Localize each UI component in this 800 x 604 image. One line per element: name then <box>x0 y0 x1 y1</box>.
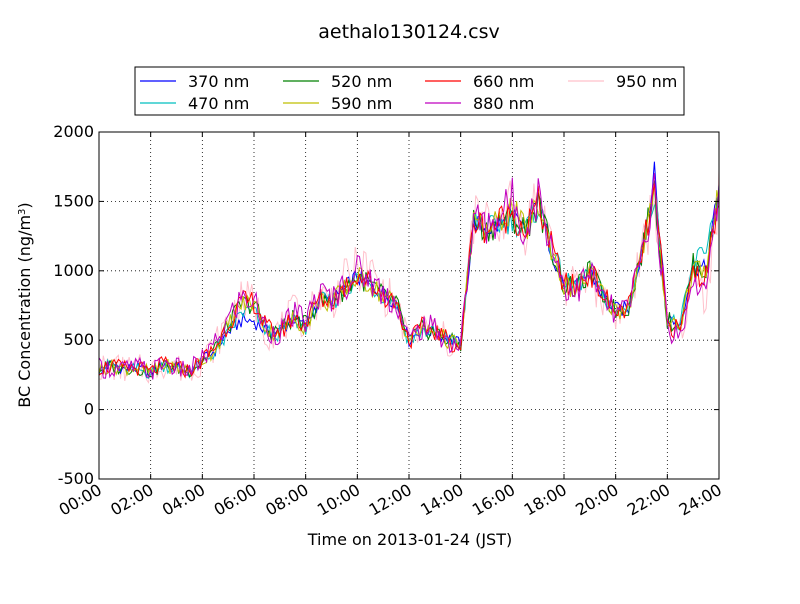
legend-item: 590 nm <box>283 94 392 113</box>
data-series <box>99 161 719 384</box>
legend-item: 660 nm <box>425 72 534 91</box>
legend-item: 520 nm <box>283 72 392 91</box>
legend-box <box>134 66 685 116</box>
legend-label: 880 nm <box>473 94 534 113</box>
legend-label: 950 nm <box>616 72 677 91</box>
legend: 370 nm 470 nm 520 nm 590 nm 660 nm 880 nm 950 … <box>134 66 685 116</box>
legend-item: 880 nm <box>425 94 534 113</box>
y-tick-label: 500 <box>63 330 94 349</box>
y-tick-label: 0 <box>84 400 94 419</box>
legend-label: 370 nm <box>188 72 249 91</box>
legend-item: 950 nm <box>568 72 677 91</box>
y-tick-label: 1000 <box>53 261 94 280</box>
legend-label: 590 nm <box>331 94 392 113</box>
legend-label: 660 nm <box>473 72 534 91</box>
legend-item: 470 nm <box>140 94 249 113</box>
y-axis: -500 0 500 1000 1500 2000 <box>53 122 719 488</box>
y-axis-label: BC Concentration (ng/m3) <box>15 202 34 407</box>
series-line-880-nm <box>99 172 719 380</box>
series-line-950-nm <box>99 170 719 384</box>
y-tick-label: 2000 <box>53 122 94 141</box>
y-tick-label: -500 <box>58 469 94 488</box>
legend-item: 370 nm <box>140 72 249 91</box>
chart-title: aethalo130124.csv <box>318 21 500 43</box>
grid-lines <box>99 132 719 479</box>
legend-label: 470 nm <box>188 94 249 113</box>
y-axis-label-main: BC Concentration (ng/m <box>15 215 34 408</box>
y-tick-label: 1500 <box>53 191 94 210</box>
y-axis-label-close: ) <box>15 202 34 208</box>
x-axis-label: Time on 2013-01-24 (JST) <box>307 530 512 549</box>
legend-label: 520 nm <box>331 72 392 91</box>
y-axis-label-superscript: 3 <box>17 209 28 215</box>
